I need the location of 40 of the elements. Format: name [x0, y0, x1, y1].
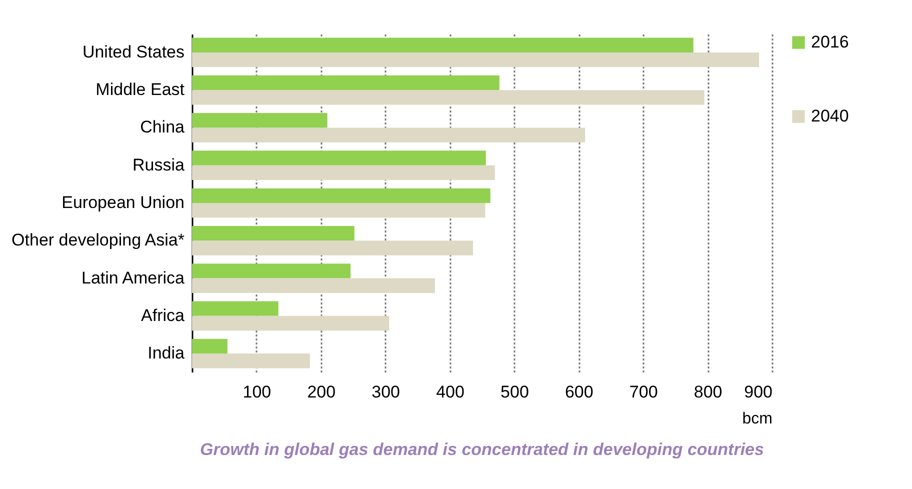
legend-label: 2040 [811, 106, 849, 126]
bar [192, 38, 694, 52]
x-tick-label: 800 [694, 382, 722, 402]
bar [192, 75, 500, 90]
y-tick-label: Latin America [82, 268, 186, 288]
y-tick-label: Middle East [96, 80, 185, 100]
y-tick-label: China [140, 118, 186, 137]
bar [192, 354, 310, 368]
bar [192, 90, 704, 105]
bar [192, 128, 586, 142]
bar [192, 203, 486, 218]
x-tick-label: 600 [564, 382, 594, 402]
x-tick-label: 300 [372, 382, 400, 402]
y-tick-label: India [148, 344, 186, 363]
x-tick-label: 900 [744, 382, 772, 402]
y-tick-label: United States [82, 42, 184, 62]
bar [192, 338, 228, 354]
legend-label: 2016 [811, 32, 849, 52]
bar [192, 301, 278, 316]
y-tick-label: Russia [132, 155, 186, 174]
bar [192, 188, 490, 203]
bar [192, 113, 328, 128]
x-axis-title: bcm [742, 410, 772, 428]
y-tick-label: Other developing Asia* [12, 230, 185, 250]
y-tick-label: Africa [141, 306, 186, 325]
x-tick-label: 700 [629, 382, 658, 402]
bar [192, 150, 486, 166]
bar [192, 240, 473, 256]
bar [192, 278, 435, 293]
x-tick-label: 100 [242, 382, 272, 402]
y-tick-label: European Union [62, 193, 184, 212]
bar [192, 52, 760, 68]
text: Growth in global gas demand is concentrated in developing countries [200, 440, 764, 459]
x-tick-label: 500 [500, 382, 529, 402]
bar [192, 165, 495, 180]
x-tick-label: 400 [436, 382, 464, 402]
bar [192, 316, 390, 331]
bar [192, 264, 351, 278]
bar [192, 226, 354, 241]
x-tick-label: 200 [307, 382, 336, 402]
